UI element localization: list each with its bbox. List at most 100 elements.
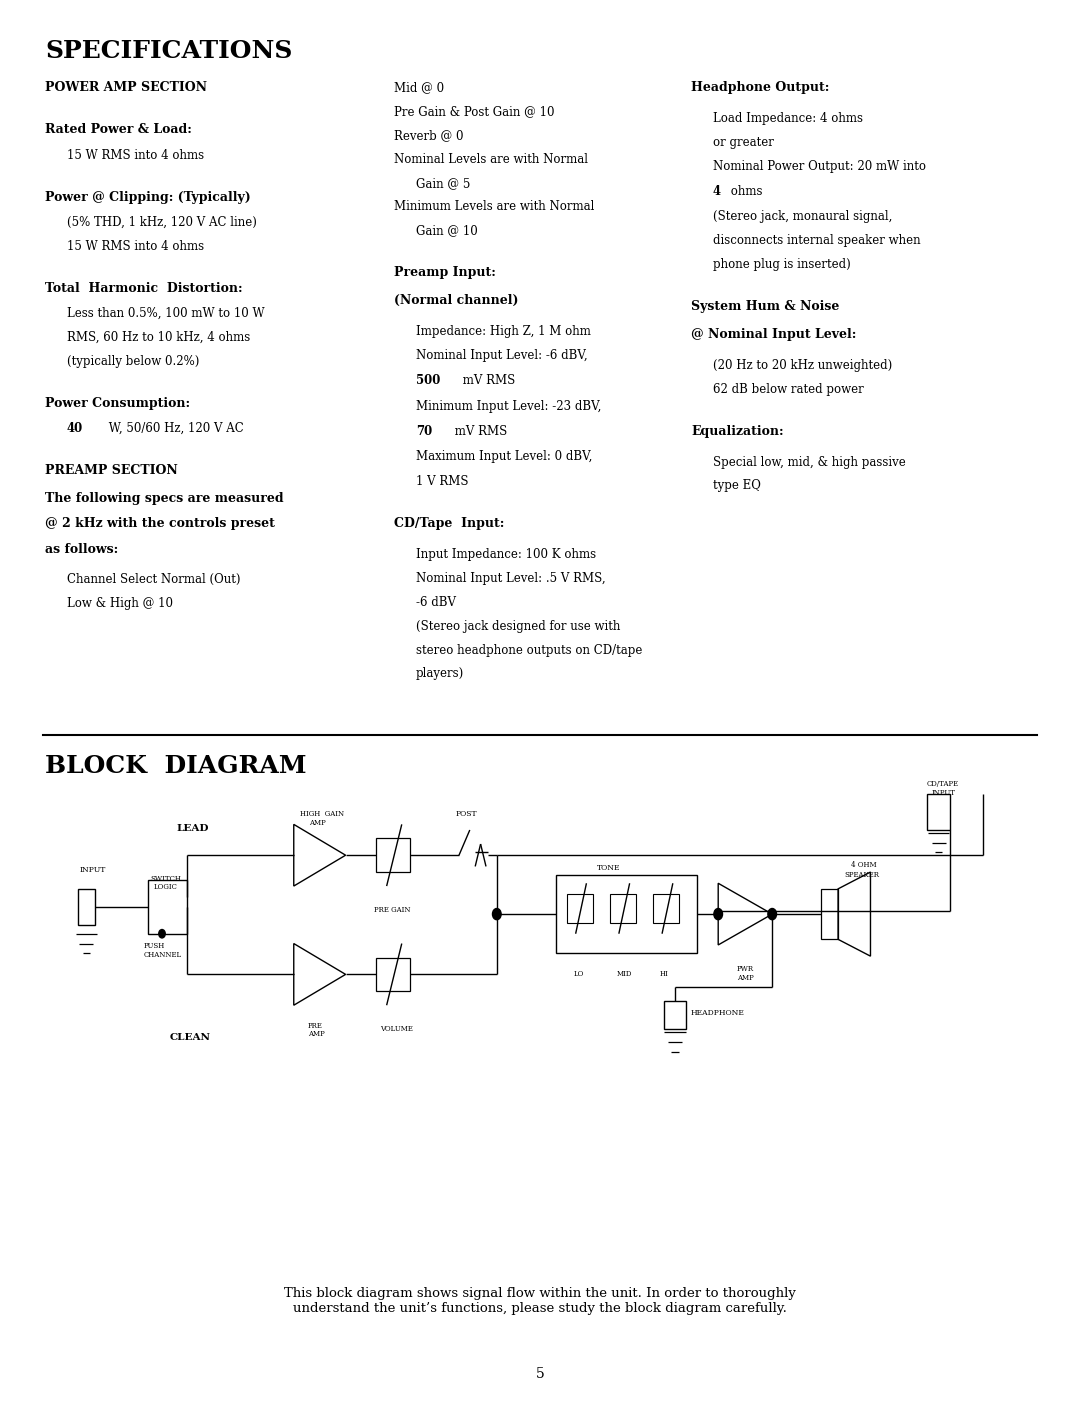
Bar — [556, 875, 697, 953]
Text: LOGIC: LOGIC — [153, 883, 177, 892]
Text: players): players) — [416, 667, 464, 680]
Text: Power @ Clipping: (Typically): Power @ Clipping: (Typically) — [45, 191, 252, 203]
Bar — [821, 889, 838, 939]
Text: Nominal Power Output: 20 mW into: Nominal Power Output: 20 mW into — [713, 160, 926, 172]
Bar — [148, 880, 187, 934]
Text: LEAD: LEAD — [176, 824, 208, 833]
Text: System Hum & Noise: System Hum & Noise — [691, 300, 839, 313]
Text: Headphone Output:: Headphone Output: — [691, 81, 829, 94]
Text: Power Consumption:: Power Consumption: — [45, 397, 190, 409]
Text: SWITCH: SWITCH — [150, 875, 181, 883]
Bar — [653, 894, 679, 923]
Text: PWR: PWR — [737, 965, 754, 973]
Text: Nominal Input Level: .5 V RMS,: Nominal Input Level: .5 V RMS, — [416, 572, 606, 585]
Text: CLEAN: CLEAN — [170, 1033, 211, 1042]
Text: 500: 500 — [416, 374, 441, 387]
Text: @ 2 kHz with the controls preset: @ 2 kHz with the controls preset — [45, 517, 275, 530]
Text: INPUT: INPUT — [932, 789, 956, 798]
Text: PUSH: PUSH — [144, 942, 165, 951]
Circle shape — [492, 908, 501, 920]
Text: Nominal Levels are with Normal: Nominal Levels are with Normal — [394, 153, 589, 165]
Text: 70: 70 — [416, 425, 432, 437]
Text: Load Impedance: 4 ohms: Load Impedance: 4 ohms — [713, 112, 863, 125]
Text: 4: 4 — [713, 185, 721, 198]
Text: VOLUME: VOLUME — [380, 1025, 413, 1033]
Text: 15 W RMS into 4 ohms: 15 W RMS into 4 ohms — [67, 240, 204, 252]
Text: INPUT: INPUT — [80, 866, 106, 875]
Text: BLOCK  DIAGRAM: BLOCK DIAGRAM — [45, 754, 307, 778]
Bar — [376, 838, 410, 872]
Text: Special low, mid, & high passive: Special low, mid, & high passive — [713, 456, 905, 468]
Text: POST: POST — [456, 810, 477, 819]
Text: PREAMP SECTION: PREAMP SECTION — [45, 464, 178, 477]
Text: Channel Select Normal (Out): Channel Select Normal (Out) — [67, 573, 241, 586]
Circle shape — [159, 930, 165, 938]
Text: AMP: AMP — [308, 1030, 325, 1039]
Text: CHANNEL: CHANNEL — [144, 951, 181, 959]
Text: mV RMS: mV RMS — [451, 425, 508, 437]
Text: type EQ: type EQ — [713, 479, 760, 492]
Text: @ Nominal Input Level:: @ Nominal Input Level: — [691, 328, 856, 341]
Text: AMP: AMP — [737, 974, 754, 983]
Text: PRE GAIN: PRE GAIN — [374, 906, 410, 914]
Text: Rated Power & Load:: Rated Power & Load: — [45, 123, 192, 136]
Text: Gain @ 5: Gain @ 5 — [416, 177, 470, 189]
Text: 15 W RMS into 4 ohms: 15 W RMS into 4 ohms — [67, 149, 204, 161]
Text: (Stereo jack, monaural signal,: (Stereo jack, monaural signal, — [713, 210, 892, 223]
Text: 5: 5 — [536, 1367, 544, 1381]
Text: The following specs are measured: The following specs are measured — [45, 492, 284, 505]
Text: CD/TAPE: CD/TAPE — [927, 780, 959, 788]
Text: stereo headphone outputs on CD/tape: stereo headphone outputs on CD/tape — [416, 644, 643, 656]
Text: Maximum Input Level: 0 dBV,: Maximum Input Level: 0 dBV, — [416, 450, 592, 463]
Text: RMS, 60 Hz to 10 kHz, 4 ohms: RMS, 60 Hz to 10 kHz, 4 ohms — [67, 331, 251, 343]
Text: Mid @ 0: Mid @ 0 — [394, 81, 444, 94]
Text: (20 Hz to 20 kHz unweighted): (20 Hz to 20 kHz unweighted) — [713, 359, 892, 372]
Bar — [610, 894, 636, 923]
Text: Minimum Levels are with Normal: Minimum Levels are with Normal — [394, 200, 595, 213]
Text: Minimum Input Level: -23 dBV,: Minimum Input Level: -23 dBV, — [416, 400, 602, 412]
Text: ohms: ohms — [727, 185, 762, 198]
Text: or greater: or greater — [713, 136, 773, 149]
Text: Input Impedance: 100 K ohms: Input Impedance: 100 K ohms — [416, 548, 596, 561]
Circle shape — [768, 908, 777, 920]
Text: Impedance: High Z, 1 M ohm: Impedance: High Z, 1 M ohm — [416, 325, 591, 338]
Text: POWER AMP SECTION: POWER AMP SECTION — [45, 81, 207, 94]
Text: HI: HI — [660, 970, 669, 979]
Text: Equalization:: Equalization: — [691, 425, 784, 437]
Text: -6 dBV: -6 dBV — [416, 596, 456, 608]
Text: (5% THD, 1 kHz, 120 V AC line): (5% THD, 1 kHz, 120 V AC line) — [67, 216, 257, 229]
Text: SPECIFICATIONS: SPECIFICATIONS — [45, 39, 293, 63]
Bar — [78, 889, 95, 925]
Text: TONE: TONE — [597, 864, 621, 872]
Text: CD/Tape  Input:: CD/Tape Input: — [394, 517, 504, 530]
Text: Reverb @ 0: Reverb @ 0 — [394, 129, 463, 142]
Text: Pre Gain & Post Gain @ 10: Pre Gain & Post Gain @ 10 — [394, 105, 555, 118]
Text: SPEAKER: SPEAKER — [845, 871, 879, 879]
Text: 62 dB below rated power: 62 dB below rated power — [713, 383, 864, 395]
Text: Gain @ 10: Gain @ 10 — [416, 224, 477, 237]
Text: Nominal Input Level: -6 dBV,: Nominal Input Level: -6 dBV, — [416, 349, 588, 362]
Bar — [927, 794, 950, 830]
Text: HEADPHONE: HEADPHONE — [690, 1009, 744, 1018]
Text: phone plug is inserted): phone plug is inserted) — [713, 258, 851, 271]
Text: (Stereo jack designed for use with: (Stereo jack designed for use with — [416, 620, 620, 632]
Text: disconnects internal speaker when: disconnects internal speaker when — [713, 234, 920, 247]
Text: as follows:: as follows: — [45, 543, 119, 555]
Circle shape — [714, 908, 723, 920]
Text: LO: LO — [573, 970, 584, 979]
Text: Low & High @ 10: Low & High @ 10 — [67, 597, 173, 610]
Text: 40: 40 — [67, 422, 83, 435]
Text: HIGH  GAIN: HIGH GAIN — [300, 810, 345, 819]
Text: (typically below 0.2%): (typically below 0.2%) — [67, 355, 200, 367]
Text: PRE: PRE — [308, 1022, 323, 1030]
Text: 1 V RMS: 1 V RMS — [416, 475, 469, 488]
Bar — [664, 1001, 686, 1029]
Text: 4 OHM: 4 OHM — [851, 861, 877, 869]
Text: Total  Harmonic  Distortion:: Total Harmonic Distortion: — [45, 282, 243, 294]
Text: W, 50/60 Hz, 120 V AC: W, 50/60 Hz, 120 V AC — [105, 422, 243, 435]
Text: AMP: AMP — [309, 819, 326, 827]
Text: This block diagram shows signal flow within the unit. In order to thoroughly
und: This block diagram shows signal flow wit… — [284, 1287, 796, 1315]
Text: (Normal channel): (Normal channel) — [394, 294, 518, 307]
Text: mV RMS: mV RMS — [459, 374, 515, 387]
Bar — [376, 958, 410, 991]
